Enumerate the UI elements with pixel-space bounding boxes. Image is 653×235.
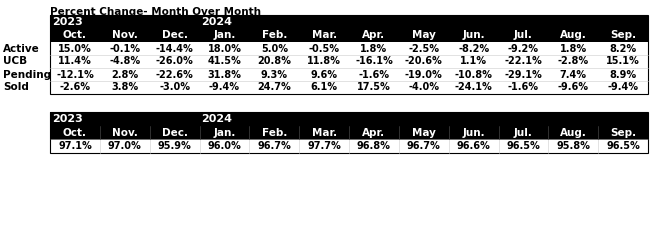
Text: Pending: Pending <box>3 70 51 79</box>
Text: 18.0%: 18.0% <box>208 43 242 54</box>
Text: Mar.: Mar. <box>311 128 337 137</box>
Text: 31.8%: 31.8% <box>208 70 242 79</box>
Text: Apr.: Apr. <box>362 128 385 137</box>
Text: Jan.: Jan. <box>214 128 236 137</box>
Text: 8.2%: 8.2% <box>609 43 637 54</box>
Text: 3.8%: 3.8% <box>111 82 138 93</box>
Text: 1.8%: 1.8% <box>560 43 587 54</box>
Text: Sold: Sold <box>3 82 29 93</box>
Text: 96.7%: 96.7% <box>257 141 291 151</box>
Text: -24.1%: -24.1% <box>454 82 492 93</box>
Text: Apr.: Apr. <box>362 31 385 40</box>
Bar <box>50 112 648 126</box>
Text: 97.1%: 97.1% <box>58 141 92 151</box>
Text: Sep.: Sep. <box>610 31 636 40</box>
Text: -2.5%: -2.5% <box>408 43 439 54</box>
Text: -4.0%: -4.0% <box>408 82 439 93</box>
Text: 8.9%: 8.9% <box>609 70 637 79</box>
Text: Jan.: Jan. <box>214 31 236 40</box>
Text: Mar.: Mar. <box>311 31 337 40</box>
Text: 96.8%: 96.8% <box>357 141 391 151</box>
Text: -22.1%: -22.1% <box>505 56 542 67</box>
Text: -19.0%: -19.0% <box>405 70 443 79</box>
Text: -0.1%: -0.1% <box>109 43 140 54</box>
Text: Jul.: Jul. <box>514 31 533 40</box>
Text: -14.4%: -14.4% <box>155 43 193 54</box>
Text: -9.4%: -9.4% <box>607 82 639 93</box>
Text: Jun.: Jun. <box>462 128 485 137</box>
Text: May: May <box>412 31 436 40</box>
Text: -2.6%: -2.6% <box>59 82 90 93</box>
Text: 15.0%: 15.0% <box>58 43 92 54</box>
Text: Dec.: Dec. <box>161 128 187 137</box>
Text: Dec.: Dec. <box>161 31 187 40</box>
Bar <box>50 112 648 153</box>
Text: Nov.: Nov. <box>112 31 138 40</box>
Text: 96.6%: 96.6% <box>456 141 490 151</box>
Text: Feb.: Feb. <box>262 31 287 40</box>
Text: -20.6%: -20.6% <box>405 56 443 67</box>
Text: 9.3%: 9.3% <box>261 70 288 79</box>
Bar <box>50 15 648 94</box>
Text: 95.8%: 95.8% <box>556 141 590 151</box>
Text: 97.7%: 97.7% <box>307 141 341 151</box>
Text: 2024: 2024 <box>202 114 232 124</box>
Text: UCB: UCB <box>3 56 27 67</box>
Bar <box>50 29 648 42</box>
Text: -2.8%: -2.8% <box>558 56 589 67</box>
Text: -16.1%: -16.1% <box>355 56 393 67</box>
Text: -1.6%: -1.6% <box>358 70 389 79</box>
Text: Percent Change- Month Over Month: Percent Change- Month Over Month <box>50 7 261 17</box>
Text: 11.8%: 11.8% <box>307 56 341 67</box>
Text: 96.5%: 96.5% <box>606 141 640 151</box>
Text: Aug.: Aug. <box>560 128 586 137</box>
Text: 6.1%: 6.1% <box>311 82 338 93</box>
Text: -4.8%: -4.8% <box>109 56 140 67</box>
Text: Feb.: Feb. <box>262 128 287 137</box>
Bar <box>50 126 648 139</box>
Text: 24.7%: 24.7% <box>257 82 291 93</box>
Text: -29.1%: -29.1% <box>505 70 542 79</box>
Text: Oct.: Oct. <box>63 128 87 137</box>
Text: Oct.: Oct. <box>63 31 87 40</box>
Text: 96.0%: 96.0% <box>208 141 242 151</box>
Text: 1.1%: 1.1% <box>460 56 487 67</box>
Text: Sep.: Sep. <box>610 128 636 137</box>
Text: -1.6%: -1.6% <box>508 82 539 93</box>
Text: Aug.: Aug. <box>560 31 586 40</box>
Text: 15.1%: 15.1% <box>606 56 640 67</box>
Text: 20.8%: 20.8% <box>257 56 291 67</box>
Text: -12.1%: -12.1% <box>56 70 94 79</box>
Text: -9.6%: -9.6% <box>558 82 589 93</box>
Bar <box>50 15 648 29</box>
Text: -10.8%: -10.8% <box>454 70 492 79</box>
Text: 96.7%: 96.7% <box>407 141 441 151</box>
Text: 2024: 2024 <box>202 17 232 27</box>
Text: -0.5%: -0.5% <box>309 43 340 54</box>
Text: 2023: 2023 <box>52 17 83 27</box>
Text: -9.4%: -9.4% <box>209 82 240 93</box>
Text: 2023: 2023 <box>52 114 83 124</box>
Text: 11.4%: 11.4% <box>58 56 92 67</box>
Text: -8.2%: -8.2% <box>458 43 489 54</box>
Text: 95.9%: 95.9% <box>158 141 191 151</box>
Text: 1.8%: 1.8% <box>360 43 387 54</box>
Text: 17.5%: 17.5% <box>357 82 390 93</box>
Text: 7.4%: 7.4% <box>560 70 587 79</box>
Text: -3.0%: -3.0% <box>159 82 190 93</box>
Text: -26.0%: -26.0% <box>155 56 193 67</box>
Text: Nov.: Nov. <box>112 128 138 137</box>
Text: -9.2%: -9.2% <box>508 43 539 54</box>
Text: 96.5%: 96.5% <box>507 141 540 151</box>
Text: Jun.: Jun. <box>462 31 485 40</box>
Text: 9.6%: 9.6% <box>311 70 338 79</box>
Text: 97.0%: 97.0% <box>108 141 142 151</box>
Text: Active: Active <box>3 43 40 54</box>
Text: Jul.: Jul. <box>514 128 533 137</box>
Text: 41.5%: 41.5% <box>208 56 242 67</box>
Text: May: May <box>412 128 436 137</box>
Text: 5.0%: 5.0% <box>261 43 288 54</box>
Text: -22.6%: -22.6% <box>155 70 193 79</box>
Text: 2.8%: 2.8% <box>111 70 138 79</box>
